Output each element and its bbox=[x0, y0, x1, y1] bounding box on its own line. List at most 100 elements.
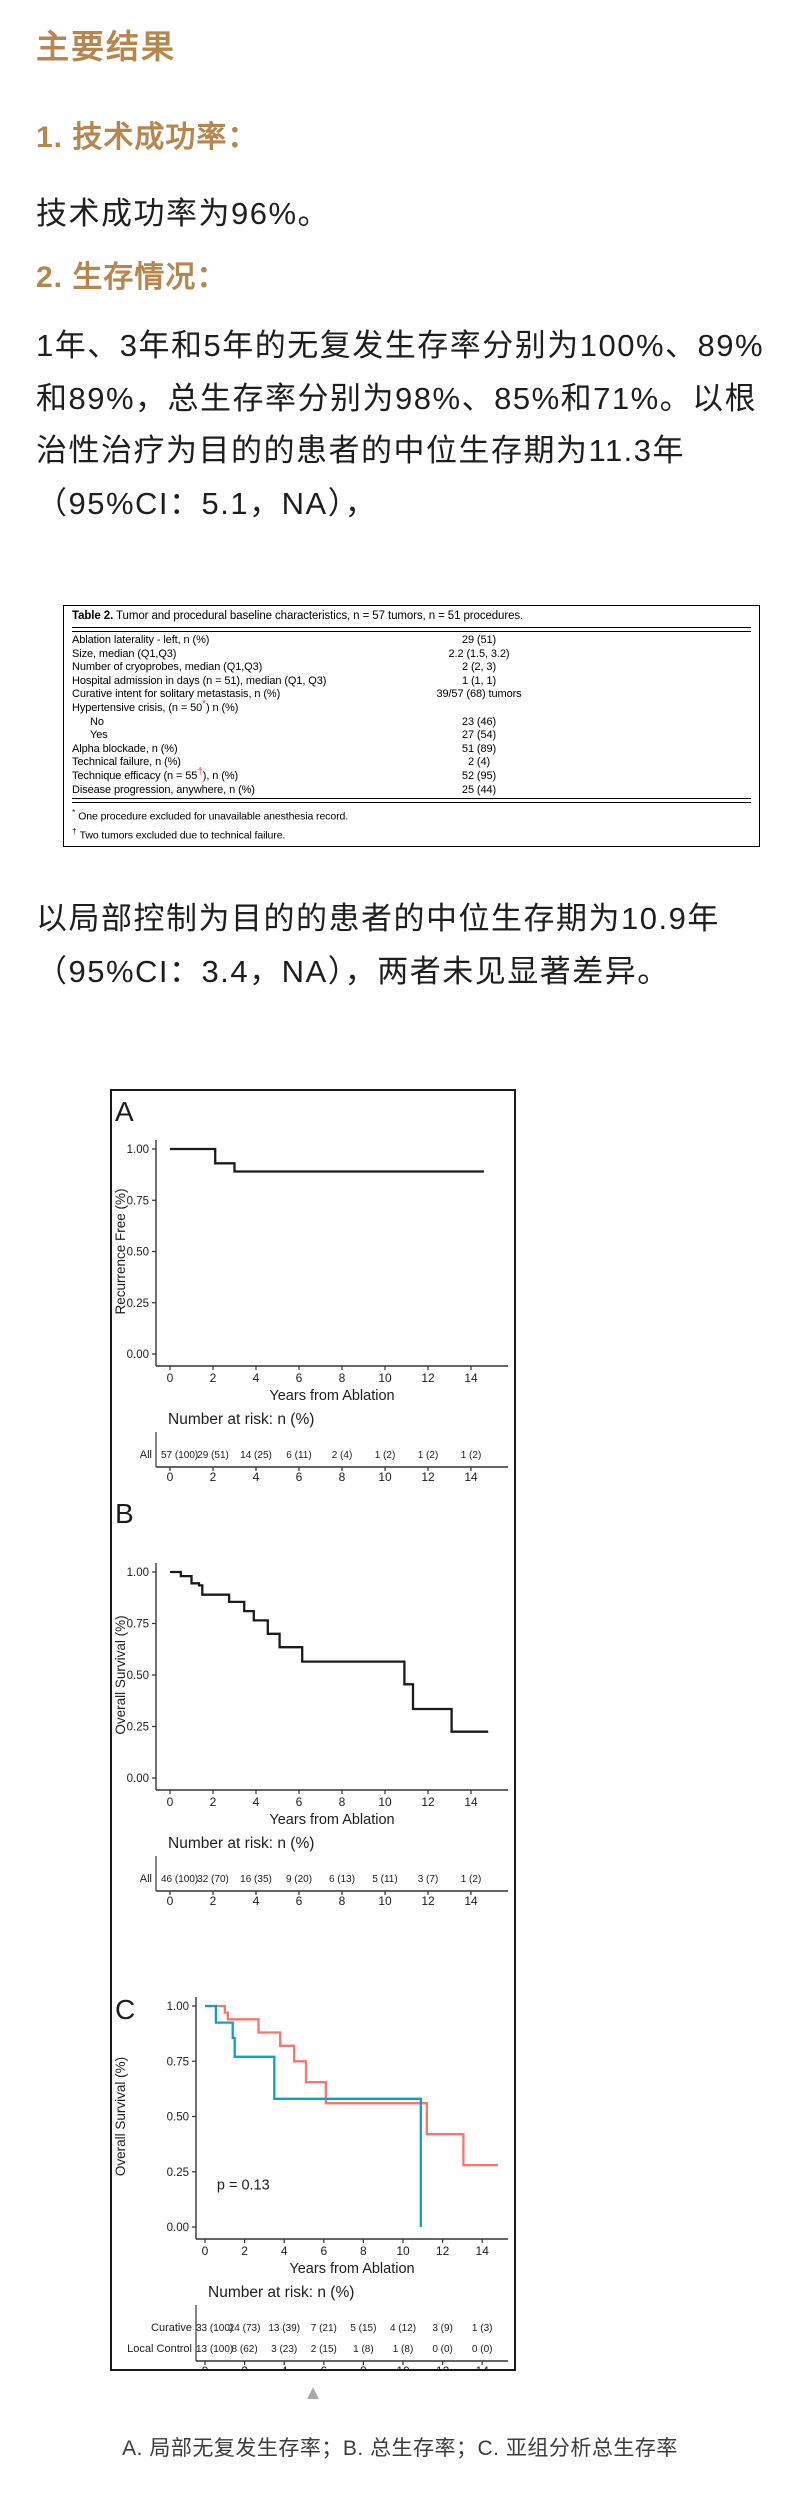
table-row: Hypertensive crisis, (n = 50*) n (%) bbox=[72, 699, 751, 716]
svg-text:24 (73): 24 (73) bbox=[229, 2323, 261, 2334]
table-row: Curative intent for solitary metastasis,… bbox=[72, 688, 751, 702]
svg-text:2 (15): 2 (15) bbox=[311, 2344, 337, 2355]
risk-table-header: Number at risk: n (%) bbox=[168, 1835, 314, 1852]
table2-title: Table 2. Tumor and procedural baseline c… bbox=[72, 609, 751, 626]
section-body-survival: 1年、3年和5年的无复发生存率分别为100%、89%和89%，总生存率分别为98… bbox=[36, 328, 765, 521]
svg-text:12: 12 bbox=[421, 1371, 435, 1385]
svg-text:3 (9): 3 (9) bbox=[432, 2323, 453, 2334]
svg-text:29 (51): 29 (51) bbox=[197, 1450, 229, 1461]
table-row-label: Size, median (Q1,Q3) bbox=[72, 647, 177, 660]
svg-text:0: 0 bbox=[167, 1795, 174, 1809]
risk-row-label: Local Control bbox=[127, 2343, 192, 2355]
svg-text:0: 0 bbox=[167, 1470, 174, 1484]
table-row: No 23 (46) bbox=[72, 716, 751, 730]
svg-text:4: 4 bbox=[281, 2244, 288, 2258]
table-row-label: No bbox=[90, 715, 104, 728]
svg-text:12: 12 bbox=[436, 2244, 450, 2258]
table-row-spacer bbox=[579, 770, 751, 784]
svg-text:1 (2): 1 (2) bbox=[461, 1874, 482, 1885]
table-row-spacer bbox=[579, 634, 751, 648]
table-row: Ablation laterality - left, n (%) 29 (51) bbox=[72, 634, 751, 648]
svg-text:2: 2 bbox=[210, 1894, 217, 1908]
table-row-value: 2.2 (1.5, 3.2) bbox=[448, 647, 510, 660]
svg-text:6 (13): 6 (13) bbox=[329, 1874, 355, 1885]
table2-rows: Ablation laterality - left, n (%) 29 (51)… bbox=[72, 634, 751, 797]
table2-baseline-characteristics: Table 2. Tumor and procedural baseline c… bbox=[63, 605, 760, 848]
pvalue-annotation: p = 0.13 bbox=[217, 2177, 270, 2193]
svg-text:1 (8): 1 (8) bbox=[393, 2344, 414, 2355]
risk-table-header: Number at risk: n (%) bbox=[208, 2284, 354, 2301]
svg-text:10: 10 bbox=[378, 1371, 392, 1385]
table-footnote: * One procedure excluded for unavailable … bbox=[72, 807, 349, 823]
svg-text:2: 2 bbox=[241, 2364, 248, 2369]
svg-text:12: 12 bbox=[421, 1894, 435, 1908]
table-row-label: Yes bbox=[90, 729, 108, 742]
footnote-marker-icon: * bbox=[202, 698, 206, 710]
svg-text:2: 2 bbox=[241, 2244, 248, 2258]
risk-row-label: All bbox=[140, 1449, 152, 1461]
table-row-spacer bbox=[579, 716, 751, 730]
svg-text:14: 14 bbox=[464, 1795, 478, 1809]
table-row-label: Technical failure, n (%) bbox=[72, 756, 181, 769]
svg-text:0.50: 0.50 bbox=[127, 1670, 149, 1682]
svg-text:1.00: 1.00 bbox=[167, 2001, 189, 2013]
table-row-value: 2 (4) bbox=[467, 756, 491, 769]
svg-text:14: 14 bbox=[476, 2364, 490, 2369]
table-row-value: 1 (1, 1) bbox=[461, 674, 497, 687]
svg-text:16 (35): 16 (35) bbox=[240, 1874, 272, 1885]
svg-text:1 (2): 1 (2) bbox=[375, 1450, 396, 1461]
table2-title-label: Table 2. bbox=[72, 610, 114, 622]
table-row-value: 51 (89) bbox=[461, 742, 497, 755]
table-row: Disease progression, anywhere, n (%) 25 (… bbox=[72, 784, 751, 798]
svg-text:8 (62): 8 (62) bbox=[232, 2344, 258, 2355]
svg-text:3 (7): 3 (7) bbox=[418, 1874, 439, 1885]
risk-row-label: All bbox=[140, 1873, 152, 1885]
table-row-spacer bbox=[579, 702, 751, 716]
svg-text:1 (8): 1 (8) bbox=[353, 2344, 374, 2355]
table-row-label: Disease progression, anywhere, n (%) bbox=[72, 783, 255, 796]
table-row-value: 2 (2, 3) bbox=[461, 661, 497, 674]
svg-text:32 (70): 32 (70) bbox=[197, 1874, 229, 1885]
svg-text:2: 2 bbox=[210, 1371, 217, 1385]
section-heading-survival: 2. 生存情况： bbox=[36, 261, 228, 294]
table-row-value: 27 (54) bbox=[461, 729, 497, 742]
table-row-spacer bbox=[579, 756, 751, 770]
x-axis-label: Years from Ablation bbox=[269, 1812, 394, 1828]
table-row-value: 29 (51) bbox=[461, 634, 497, 646]
x-axis-label: Years from Ablation bbox=[289, 2261, 414, 2277]
svg-text:2: 2 bbox=[210, 1470, 217, 1484]
risk-row-label: Curative bbox=[151, 2322, 192, 2334]
km-curve-all bbox=[170, 1570, 489, 1733]
y-axis-label: Recurrence Free (%) bbox=[113, 1188, 128, 1314]
collapse-figure-button[interactable]: ▲ bbox=[303, 2382, 323, 2404]
footnote-marker-icon: * bbox=[72, 807, 76, 818]
svg-text:12: 12 bbox=[421, 1470, 435, 1484]
svg-text:4: 4 bbox=[253, 1470, 260, 1484]
table-row-spacer bbox=[579, 675, 751, 689]
km-curve-local-control bbox=[205, 2004, 422, 2227]
x-axis-label: Years from Ablation bbox=[269, 1388, 394, 1404]
panel-letter: C bbox=[115, 1994, 135, 2025]
table-row: Yes 27 (54) bbox=[72, 729, 751, 743]
svg-text:13 (39): 13 (39) bbox=[268, 2323, 300, 2334]
table-row: Alpha blockade, n (%) 51 (89) bbox=[72, 743, 751, 757]
svg-text:12: 12 bbox=[436, 2364, 450, 2369]
svg-text:0.75: 0.75 bbox=[127, 1195, 149, 1207]
table-row-spacer bbox=[579, 784, 751, 798]
svg-text:0.50: 0.50 bbox=[127, 1247, 149, 1259]
table-row-spacer bbox=[579, 648, 751, 662]
svg-text:2 (4): 2 (4) bbox=[332, 1450, 353, 1461]
svg-text:10: 10 bbox=[378, 1894, 392, 1908]
svg-text:0: 0 bbox=[167, 1894, 174, 1908]
svg-text:46 (100): 46 (100) bbox=[161, 1874, 198, 1885]
svg-text:1 (3): 1 (3) bbox=[472, 2323, 493, 2334]
kaplan-meier-figure: A 1.00 0.75 0.50 0.25 0.00 0 2 4 6 8 10 12 14 Recurren… bbox=[110, 1089, 516, 2371]
table2-rule-top bbox=[72, 627, 751, 632]
table-row-spacer bbox=[579, 743, 751, 757]
svg-text:5 (11): 5 (11) bbox=[372, 1874, 397, 1885]
svg-text:14: 14 bbox=[476, 2244, 490, 2258]
svg-text:13 (100): 13 (100) bbox=[196, 2344, 233, 2355]
table-row: Number of cryoprobes, median (Q1,Q3) 2 (2… bbox=[72, 661, 751, 675]
svg-text:2: 2 bbox=[210, 1795, 217, 1809]
